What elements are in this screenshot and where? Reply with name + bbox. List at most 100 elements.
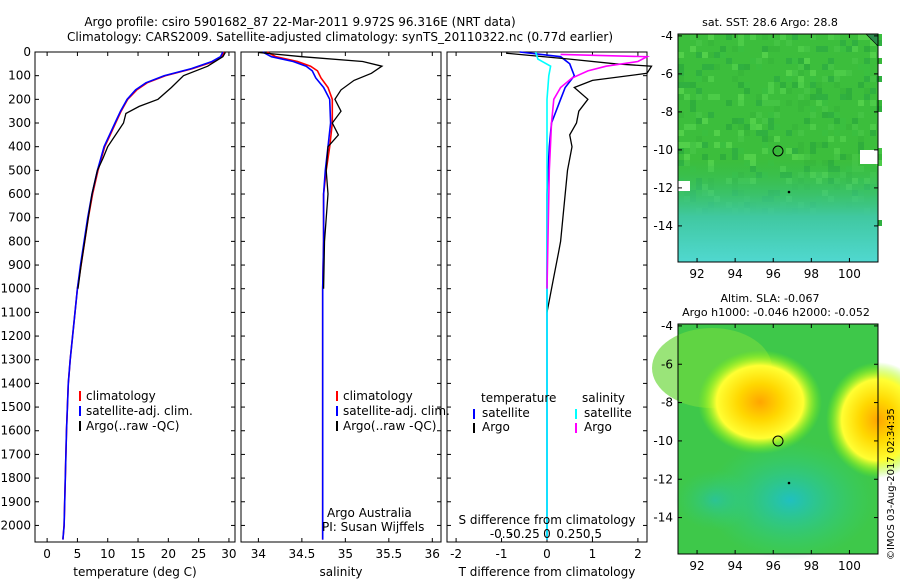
x-tick-label: 0 [543,547,551,561]
y-tick-label: 500 [8,163,31,177]
salinity-profile-frame [240,51,442,543]
series-line-satellite-adj-clim- [62,51,224,540]
series-line-salinity-satellite [534,51,552,540]
map-y-tick-label: -8 [661,396,673,410]
map-y-tick-label: -14 [653,219,673,233]
sst-tile [876,148,882,154]
legend-label: Argo [482,420,510,434]
annotation-argo-australia: Argo Australia [327,506,412,520]
map-x-tick-label: 98 [804,267,819,281]
x2-tick-label: 0.25 [556,527,583,541]
x-tick-label: 1 [589,547,597,561]
sst-map-frame [677,33,879,263]
y-tick-label: 1200 [0,329,31,343]
sst-map-cool-water [678,34,878,262]
map-x-tick-label: 98 [804,559,819,573]
map-x-tick-label: 96 [766,267,781,281]
sla-map-subtitle: Argo h1000: -0.046 h2000: -0.052 [682,306,870,319]
header-line-1: Argo profile: csiro 5901682_87 22-Mar-20… [84,15,515,29]
annotation-pi: PI: Susan Wijffels [322,520,424,534]
series-line-temperature-argo [506,52,653,313]
y-tick-label: 1800 [0,471,31,485]
series-line-satellite-adj-clim- [262,51,332,540]
difference-profile-xlabel: T difference from climatology [458,565,636,579]
x-tick-label: -1 [496,547,508,561]
map-x-tick-label: 100 [838,559,861,573]
y-tick-label: 1500 [0,400,31,414]
x-tick-label: 34.5 [289,547,316,561]
sst-tile [876,220,882,226]
y-tick-label: 300 [8,116,31,130]
x2-tick-label: 0 [543,527,551,541]
x-tick-label: 36 [425,547,440,561]
y-tick-label: 800 [8,234,31,248]
y-tick-label: 1600 [0,424,31,438]
sst-tile [876,40,882,46]
sst-map-missing-data-2 [678,181,690,191]
sst-tile [876,100,882,106]
map-y-tick-label: -12 [653,181,673,195]
map-y-tick-label: -12 [653,472,673,486]
map-x-tick-label: 94 [728,267,743,281]
sst-tile [876,160,882,166]
sla-map-eddy-east [826,362,900,478]
y-tick-label: 1400 [0,376,31,390]
x-tick-label: 35 [338,547,353,561]
sst-map-axes: 92 94 96 98 100 -4 -6 -8 -10 -12 -14 [653,29,878,281]
y-tick-label: 0 [23,45,31,59]
x2-tick-label: -0.25 [509,527,540,541]
sst-tile [876,154,882,160]
y-tick-label: 600 [8,187,31,201]
x-tick-label: 10 [100,547,115,561]
sla-map-eddy-west [698,350,822,454]
x-tick-label: 5 [74,547,82,561]
map-x-tick-label: 94 [728,559,743,573]
x-tick-label: 15 [130,547,145,561]
legend-label: satellite-adj. clim. [86,404,193,418]
map-y-tick-label: -6 [661,357,673,371]
x-tick-label: 35.5 [375,547,402,561]
x-tick-label: 0 [43,547,51,561]
x-tick-label: 30 [221,547,236,561]
map-y-tick-label: -10 [653,434,673,448]
salinity-profile-xlabel: salinity [319,565,362,579]
sla-map-frame [677,323,879,555]
y-tick-label: 200 [8,92,31,106]
sla-map-low-region-2 [675,470,755,530]
sst-map-argo-marker [772,145,784,157]
map-x-tick-label: 92 [689,559,704,573]
x-tick-label: 34 [251,547,266,561]
legend-header-temperature: temperature [481,391,556,405]
y-tick-label: 900 [8,258,31,272]
y-tick-label: 1100 [0,305,31,319]
sla-map-low-region [705,440,875,560]
legend-label: climatology [343,389,413,403]
x-tick-label: 20 [161,547,176,561]
x2-tick-label: -0.5 [490,527,513,541]
y-tick-label: 2000 [0,518,31,532]
temperature-profile-frame [34,51,236,543]
sla-map-axes: 92 94 96 98 100 -4 -6 -8 -10 -12 -14 [653,319,878,573]
legend-label: satellite-adj. clim. [343,404,450,418]
x-tick-label: 25 [191,547,206,561]
legend-label: climatology [86,389,156,403]
series-line-climatology [62,51,225,540]
y-tick-label: 1900 [0,495,31,509]
sst-map-island [787,190,791,194]
series-line-argo-raw-qc- [258,51,384,289]
map-x-tick-label: 100 [838,267,861,281]
y-tick-label: 1000 [0,282,31,296]
y-tick-label: 1700 [0,447,31,461]
sst-tile [876,34,882,40]
header-line-2: Climatology: CARS2009. Satellite-adjuste… [67,30,613,44]
x-tick-label: 2 [634,547,642,561]
y-tick-label: 400 [8,140,31,154]
imos-credit: ©IMOS 03-Aug-2017 02:34:35 [886,408,897,560]
series-line-argo-raw-qc- [77,52,226,289]
map-x-tick-label: 96 [766,559,781,573]
legend-label: satellite [584,406,632,420]
map-y-tick-label: -6 [661,67,673,81]
legend-header-salinity: salinity [582,391,625,405]
sla-map-panel: Altim. SLA: -0.067 Argo h1000: -0.046 h2… [652,292,900,573]
